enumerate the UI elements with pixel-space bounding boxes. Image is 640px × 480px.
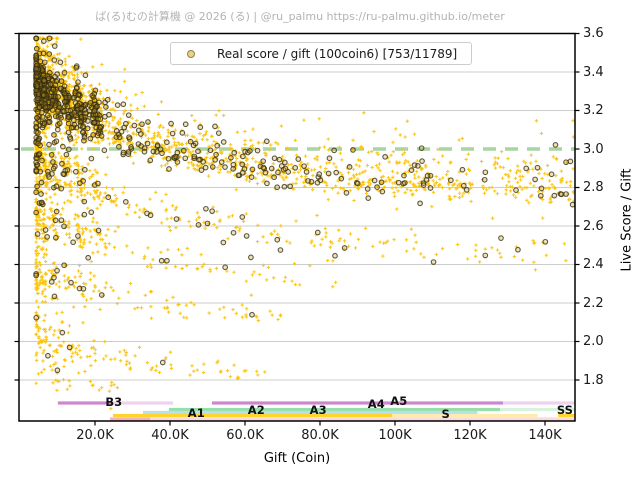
y-tick-label: 2.2	[583, 295, 604, 311]
y-tick-label: 2.6	[583, 218, 604, 234]
rank-label-a1: A1	[187, 406, 205, 420]
y-tick-label: 1.8	[583, 372, 604, 388]
y-tick-label: 3.0	[583, 141, 604, 157]
y-axis-label: Live Score / Gift	[619, 168, 635, 272]
rank-label-a4: A4	[367, 397, 385, 411]
x-tick-label: 120K	[453, 428, 487, 443]
rank-label-ss: SS	[556, 403, 573, 417]
legend: Real score / gift (100coin6) [753/11789]	[170, 42, 472, 65]
x-tick-label: 60.0K	[226, 428, 264, 443]
rank-label-a3: A3	[309, 403, 327, 417]
x-axis-label: Gift (Coin)	[263, 451, 331, 466]
y-tick-label: 3.4	[583, 64, 604, 80]
x-tick-label: 140K	[528, 428, 562, 443]
watermark-title: ば(る)むの計算機 @ 2026 (る) | @ru_palmu https:/…	[95, 10, 505, 23]
y-tick-label: 3.2	[583, 103, 604, 118]
rank-label-a5: A5	[390, 394, 408, 408]
rank-label-a2: A2	[247, 403, 265, 417]
y-tick-label: 2.0	[583, 334, 604, 349]
x-tick-label: 100K	[378, 428, 412, 443]
rank-label-s: S	[441, 407, 450, 421]
x-tick-label: 80.0K	[301, 428, 339, 443]
y-tick-label: 3.6	[583, 26, 604, 41]
legend-marker-icon	[187, 49, 195, 58]
x-tick-label: 20.0K	[76, 428, 114, 443]
rank-label-b3: B3	[105, 395, 123, 409]
legend-label: Real score / gift (100coin6) [753/11789]	[217, 46, 458, 61]
y-tick-label: 2.4	[583, 257, 604, 272]
y-tick-label: 2.8	[583, 180, 604, 195]
x-tick-label: 40.0K	[151, 428, 189, 443]
